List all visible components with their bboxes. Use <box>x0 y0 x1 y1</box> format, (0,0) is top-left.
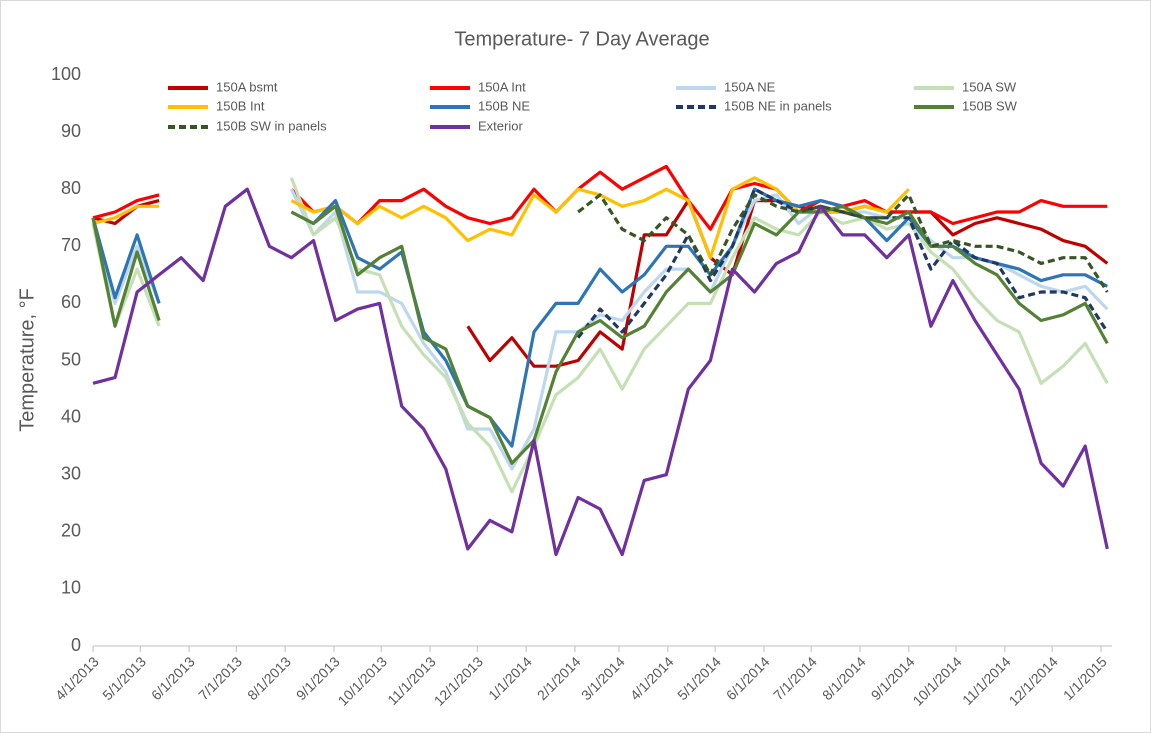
legend-label: 150B NE <box>478 98 530 113</box>
y-tick-label: 60 <box>61 292 81 312</box>
series-line <box>91 204 1109 465</box>
legend-label: 150B Int <box>216 98 265 113</box>
y-tick-label: 80 <box>61 178 81 198</box>
y-tick-label: 40 <box>61 406 81 426</box>
y-tick-label: 30 <box>61 463 81 483</box>
series-line <box>92 164 1108 231</box>
y-axis-label: Temperature, °F <box>16 288 38 432</box>
y-tick-label: 20 <box>61 521 81 541</box>
y-tick-label: 10 <box>61 578 81 598</box>
legend-label: 150A Int <box>478 79 526 94</box>
y-tick-label: 100 <box>51 64 81 84</box>
y-tick-label: 90 <box>61 121 81 141</box>
legend-label: 150A bsmt <box>216 79 278 94</box>
series-line <box>576 187 1109 339</box>
y-tick-label: 50 <box>61 349 81 369</box>
legend-label: 150B SW in panels <box>216 118 327 133</box>
legend-label: Exterior <box>478 118 523 133</box>
y-tick-label: 0 <box>71 635 81 655</box>
legend-label: 150B NE in panels <box>724 98 832 113</box>
legend-label: 150A NE <box>724 79 776 94</box>
legend-label: 150B SW <box>962 98 1018 113</box>
series-line <box>577 193 1109 293</box>
legend-label: 150A SW <box>962 79 1017 94</box>
series-line <box>92 187 1109 557</box>
chart-title: Temperature- 7 Day Average <box>454 28 709 50</box>
y-tick-label: 70 <box>61 235 81 255</box>
